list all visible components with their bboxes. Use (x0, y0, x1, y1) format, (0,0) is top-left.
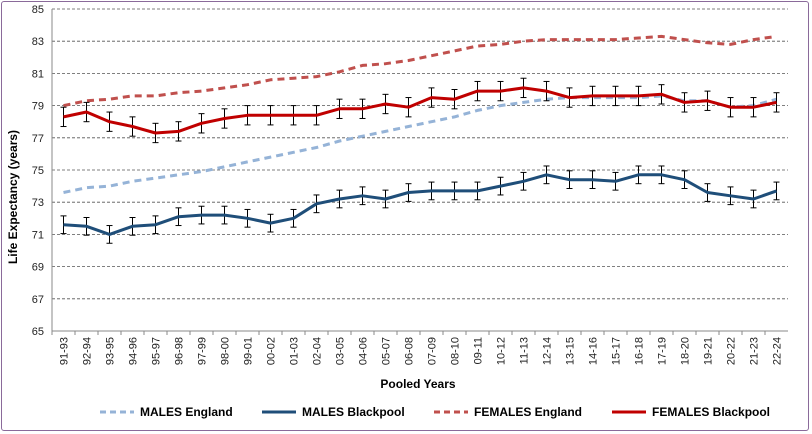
x-tick-label: 98-00 (220, 337, 232, 365)
x-tick-label: 91-93 (59, 337, 71, 365)
series-females-blackpool (60, 77, 780, 144)
legend-label: FEMALES Blackpool (652, 405, 770, 419)
series-layer (60, 34, 780, 244)
x-axis-ticks: 91-93 92-94 93-95 94-96 95-97 96-98 97-99 98-00… (51, 331, 784, 365)
x-tick-label: 15-17 (611, 337, 623, 365)
series-line (63, 34, 777, 108)
series-line (63, 173, 777, 236)
x-tick-label: 02-04 (312, 337, 324, 365)
series-males-england (63, 94, 777, 194)
legend-label: MALES Blackpool (302, 405, 405, 419)
legend: MALES England MALES Blackpool FEMALES Engl… (100, 405, 770, 419)
x-tick-label: 14-16 (588, 337, 600, 365)
x-tick-label: 18-20 (680, 337, 692, 365)
x-tick-label: 22-24 (772, 337, 784, 365)
x-axis-title: Pooled Years (380, 377, 455, 391)
series-line (63, 94, 777, 194)
x-tick-label: 97-99 (197, 337, 209, 365)
y-tick-label: 67 (32, 294, 44, 306)
x-tick-label: 08-10 (450, 337, 462, 365)
x-tick-label: 05-07 (381, 337, 393, 365)
y-tick-label: 71 (32, 229, 44, 241)
x-tick-label: 95-97 (151, 337, 163, 365)
legend-label: FEMALES England (474, 405, 582, 419)
y-axis-title: Life Expectancy (years) (6, 130, 20, 264)
y-tick-label: 81 (32, 68, 44, 80)
x-tick-label: 04-06 (358, 337, 370, 365)
legend-label: MALES England (140, 405, 233, 419)
series-females-england (63, 34, 777, 108)
x-tick-label: 21-23 (749, 337, 761, 365)
x-tick-label: 12-14 (542, 337, 554, 365)
y-tick-label: 83 (32, 36, 44, 48)
x-tick-label: 10-12 (496, 337, 508, 365)
x-tick-label: 03-05 (335, 337, 347, 365)
y-tick-label: 75 (32, 165, 44, 177)
x-tick-label: 92-94 (82, 337, 94, 365)
x-tick-label: 06-08 (404, 337, 416, 365)
x-tick-label: 20-22 (726, 337, 738, 365)
x-tick-label: 07-09 (427, 337, 439, 365)
x-tick-label: 00-02 (266, 337, 278, 365)
y-axis-ticks: 65 67 69 71 73 75 77 79 81 83 85 (32, 4, 44, 338)
y-tick-label: 85 (32, 4, 44, 16)
y-tick-label: 79 (32, 101, 44, 113)
gridlines (51, 8, 788, 332)
x-tick-label: 99-01 (243, 337, 255, 365)
x-tick-label: 09-11 (473, 337, 485, 364)
x-tick-label: 13-15 (565, 337, 577, 365)
x-tick-label: 11-13 (519, 337, 531, 364)
y-tick-label: 65 (32, 326, 44, 338)
series-males-blackpool (60, 165, 780, 244)
x-tick-label: 19-21 (703, 337, 715, 365)
series-line (63, 86, 777, 135)
x-tick-label: 01-03 (289, 337, 301, 365)
y-tick-label: 77 (32, 133, 44, 145)
y-tick-label: 73 (32, 197, 44, 209)
x-tick-label: 16-18 (634, 337, 646, 365)
x-tick-label: 17-19 (657, 337, 669, 365)
x-tick-label: 93-95 (105, 337, 117, 365)
x-tick-label: 94-96 (128, 337, 140, 365)
y-tick-label: 69 (32, 262, 44, 274)
x-tick-label: 96-98 (174, 337, 186, 365)
